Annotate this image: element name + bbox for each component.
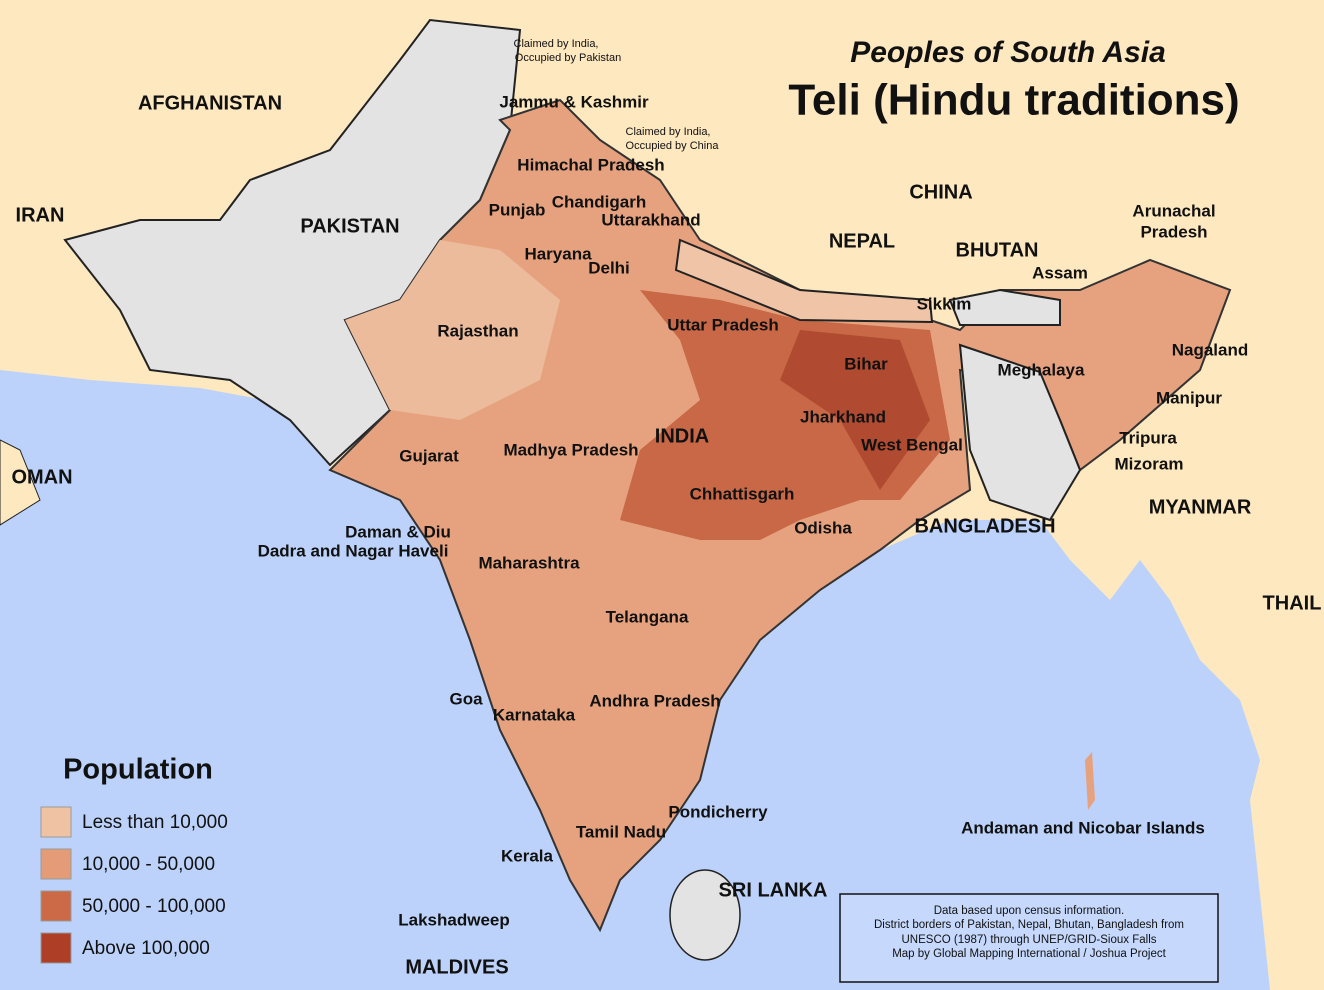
state-label: Andaman and Nicobar Islands <box>961 818 1205 837</box>
sri-lanka <box>669 869 741 961</box>
state-label: Chhattisgarh <box>690 484 795 503</box>
bhutan <box>948 288 1061 326</box>
state-label: Chandigarh <box>552 192 646 211</box>
legend-swatch <box>40 890 72 922</box>
state-label: Kerala <box>501 846 554 865</box>
state-label: Arunachal <box>1132 201 1215 220</box>
state-label: Madhya Pradesh <box>503 440 638 459</box>
state-label: Meghalaya <box>998 360 1085 379</box>
state-label: Jammu & Kashmir <box>499 92 649 111</box>
country-label: SRI LANKA <box>719 879 828 901</box>
state-label: Mizoram <box>1115 454 1184 473</box>
state-label: Delhi <box>588 258 630 277</box>
state-label: Karnataka <box>493 705 576 724</box>
country-label: INDIA <box>655 425 709 447</box>
country-label: BHUTAN <box>956 239 1039 261</box>
state-label: Pradesh <box>1140 222 1207 241</box>
source-line: Map by Global Mapping International / Jo… <box>892 948 1166 960</box>
state-label: Maharashtra <box>478 553 580 572</box>
legend-label: 50,000 - 100,000 <box>82 896 226 917</box>
legend-label: Above 100,000 <box>82 938 210 959</box>
state-label: Pondicherry <box>668 802 768 821</box>
oman <box>0 439 41 526</box>
state-label: Andhra Pradesh <box>589 691 720 710</box>
legend-label: 10,000 - 50,000 <box>82 854 215 875</box>
bangladesh <box>958 343 1082 522</box>
state-label: Dadra and Nagar Haveli <box>258 541 449 560</box>
andaman <box>1085 752 1095 810</box>
title: Teli (Hindu traditions) <box>788 76 1239 125</box>
state-label: Punjab <box>489 200 546 219</box>
source-line: District borders of Pakistan, Nepal, Bhu… <box>874 919 1184 931</box>
state-label: West Bengal <box>861 435 963 454</box>
sea <box>0 370 1270 990</box>
legend: Less than 10,000 10,000 - 50,000 50,000 - … <box>40 806 228 964</box>
country-label: PAKISTAN <box>300 215 399 237</box>
country-label: MALDIVES <box>405 956 508 978</box>
subtitle: Peoples of South Asia <box>850 36 1166 69</box>
state-label: Goa <box>449 689 483 708</box>
claim-note: Occupied by Pakistan <box>515 52 621 64</box>
state-label: Odisha <box>794 518 852 537</box>
state-label: Tripura <box>1119 428 1177 447</box>
state-label: Rajasthan <box>437 321 518 340</box>
legend-swatch <box>40 848 72 880</box>
country-label: MYANMAR <box>1149 496 1252 518</box>
country-label: IRAN <box>16 204 65 226</box>
country-label: OMAN <box>11 466 72 488</box>
state-label: Himachal Pradesh <box>517 155 664 174</box>
state-label: Gujarat <box>399 446 459 465</box>
state-label: Tamil Nadu <box>576 822 666 841</box>
source-line: Data based upon census information. <box>934 905 1125 917</box>
claim-note: Occupied by China <box>626 140 720 152</box>
claim-note: Claimed by India, <box>514 38 599 50</box>
state-label: Bihar <box>844 354 888 373</box>
nepal <box>674 238 934 324</box>
state-label: Lakshadweep <box>398 910 510 929</box>
state-label: Daman & Diu <box>345 522 451 541</box>
state-label: Telangana <box>606 607 689 626</box>
state-label: Uttar Pradesh <box>667 315 778 334</box>
country-label: NEPAL <box>829 230 895 252</box>
state-label: Uttarakhand <box>601 210 700 229</box>
rajasthan-region <box>345 240 560 420</box>
legend-swatch <box>40 932 72 964</box>
source-box <box>839 893 1219 983</box>
state-label: Jharkhand <box>800 407 886 426</box>
state-label: Sikkim <box>917 294 972 313</box>
legend-label: Less than 10,000 <box>82 812 228 833</box>
claim-note: Claimed by India, <box>626 126 711 138</box>
legend-title: Population <box>63 754 213 786</box>
source-line: UNESCO (1987) through UNEP/GRID-Sioux Fa… <box>902 934 1157 946</box>
state-label: Haryana <box>524 244 592 263</box>
country-label: CHINA <box>909 181 972 203</box>
legend-swatch <box>40 806 72 838</box>
country-label: BANGLADESH <box>914 515 1055 537</box>
country-label: AFGHANISTAN <box>138 92 282 114</box>
state-label: Nagaland <box>1172 340 1249 359</box>
state-label: Assam <box>1032 263 1088 282</box>
highest-region <box>780 330 930 490</box>
country-label: THAIL <box>1263 592 1322 614</box>
state-label: Manipur <box>1156 388 1222 407</box>
